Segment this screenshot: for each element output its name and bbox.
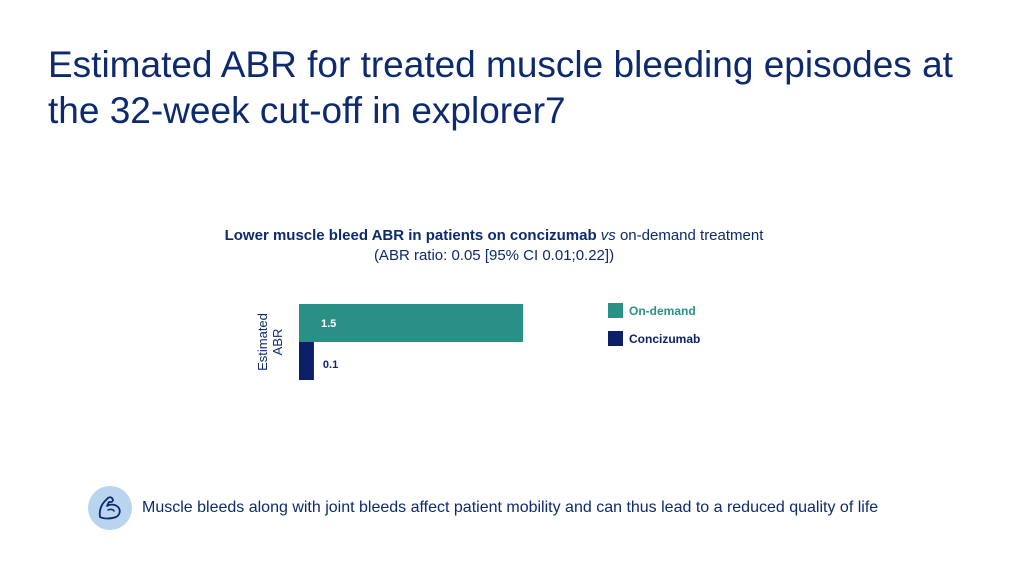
subtitle-line1: Lower muscle bleed ABR in patients on co… xyxy=(0,226,988,246)
legend-item-on-demand: On-demand xyxy=(608,303,696,318)
legend-swatch-on-demand xyxy=(608,303,623,318)
page-title: Estimated ABR for treated muscle bleedin… xyxy=(48,44,953,131)
subtitle-bold: Lower muscle bleed ABR in patients on co… xyxy=(224,227,597,244)
chart-subtitle: Lower muscle bleed ABR in patients on co… xyxy=(0,226,988,266)
legend-swatch-concizumab xyxy=(608,331,623,346)
data-label-concizumab: 0.1 xyxy=(323,359,338,371)
data-label-on-demand: 1.5 xyxy=(321,318,336,330)
abr-bar-chart: EstimatedABR 1.5 0.1 xyxy=(255,304,523,380)
flexed-arm-icon xyxy=(88,486,132,530)
footer-note: Muscle bleeds along with joint bleeds af… xyxy=(88,486,988,530)
legend-label-concizumab: Concizumab xyxy=(629,331,701,346)
legend-label-on-demand: On-demand xyxy=(629,303,696,318)
subtitle-rest: on-demand treatment xyxy=(619,227,764,244)
bar-on-demand xyxy=(299,304,523,342)
subtitle-line2: (ABR ratio: 0.05 [95% CI 0.01;0.22]) xyxy=(373,247,615,264)
y-axis-label: EstimatedABR xyxy=(255,313,285,371)
subtitle-italic: vs xyxy=(600,227,616,244)
legend-item-concizumab: Concizumab xyxy=(608,331,700,346)
footer-text: Muscle bleeds along with joint bleeds af… xyxy=(142,499,879,516)
bar-concizumab xyxy=(299,342,314,380)
